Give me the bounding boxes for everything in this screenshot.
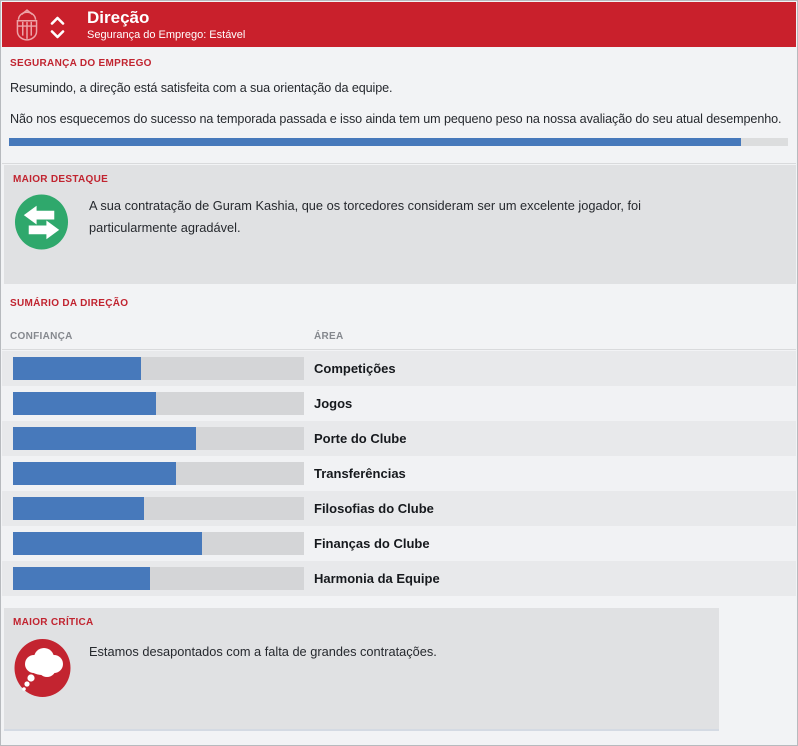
page-title: Direção bbox=[87, 8, 150, 27]
confidence-bar-track bbox=[13, 392, 304, 415]
job-security-status: Segurança do Emprego: Estável bbox=[87, 29, 246, 41]
transfer-arrows-icon bbox=[14, 194, 69, 250]
confidence-bar-track bbox=[13, 567, 304, 590]
criticism-heading: MAIOR CRÍTICA bbox=[13, 617, 94, 628]
confidence-bar-fill bbox=[13, 462, 176, 485]
highlight-panel: MAIOR DESTAQUE A sua contratação de Gura… bbox=[4, 165, 796, 284]
area-label: Jogos bbox=[314, 396, 353, 411]
job-security-detail-text: Não nos esquecemos do sucesso na tempora… bbox=[10, 112, 782, 126]
job-security-heading: SEGURANÇA DO EMPREGO bbox=[10, 58, 152, 69]
column-header-confidence: CONFIANÇA bbox=[10, 331, 73, 342]
confidence-bar-track bbox=[13, 357, 304, 380]
confidence-bar-track bbox=[13, 497, 304, 520]
highlight-heading: MAIOR DESTAQUE bbox=[13, 174, 109, 185]
highlight-text: A sua contratação de Guram Kashia, que o… bbox=[89, 198, 641, 235]
criticism-panel: MAIOR CRÍTICA Estamos desapontados com a… bbox=[4, 608, 719, 731]
column-header-divider bbox=[2, 349, 796, 350]
table-row-competitions[interactable]: Competições bbox=[2, 351, 796, 386]
confidence-bar-fill bbox=[13, 567, 150, 590]
area-label: Finanças do Clube bbox=[314, 536, 430, 551]
confidence-bar-fill bbox=[13, 392, 156, 415]
confidence-table: Competições Jogos Porte do Clube Transfe… bbox=[2, 351, 796, 596]
column-header-area: ÁREA bbox=[314, 331, 344, 342]
table-row-squad-harmony[interactable]: Harmonia da Equipe bbox=[2, 561, 796, 596]
chevron-down-icon[interactable] bbox=[50, 27, 65, 39]
area-label: Harmonia da Equipe bbox=[314, 571, 440, 586]
section-navigator bbox=[50, 13, 65, 39]
confidence-bar-fill bbox=[13, 357, 142, 380]
confidence-bar-track bbox=[13, 462, 304, 485]
confidence-bar-fill bbox=[13, 532, 203, 555]
job-security-section: SEGURANÇA DO EMPREGO Resumindo, a direçã… bbox=[2, 47, 796, 164]
club-crest-icon bbox=[16, 8, 38, 41]
confidence-bar-fill bbox=[13, 497, 144, 520]
thought-bubble-icon bbox=[14, 639, 71, 697]
area-label: Porte do Clube bbox=[314, 431, 407, 446]
area-label: Transferências bbox=[314, 466, 406, 481]
header-titles: Direção Segurança do Emprego: Estável bbox=[87, 8, 245, 41]
job-security-progress-track bbox=[9, 138, 788, 146]
table-row-matches[interactable]: Jogos bbox=[2, 386, 796, 421]
table-row-club-stature[interactable]: Porte do Clube bbox=[2, 421, 796, 456]
job-security-summary-text: Resumindo, a direção está satisfeita com… bbox=[10, 81, 393, 95]
confidence-bar-track bbox=[13, 532, 304, 555]
area-label: Competições bbox=[314, 361, 396, 376]
table-row-club-philosophies[interactable]: Filosofias do Clube bbox=[2, 491, 796, 526]
confidence-bar-fill bbox=[13, 427, 197, 450]
criticism-text: Estamos desapontados com a falta de gran… bbox=[89, 644, 437, 659]
summary-heading: SUMÁRIO DA DIREÇÃO bbox=[10, 298, 129, 309]
job-security-progress-fill bbox=[9, 138, 742, 146]
area-label: Filosofias do Clube bbox=[314, 501, 434, 516]
table-row-transfers[interactable]: Transferências bbox=[2, 456, 796, 491]
table-row-club-finances[interactable]: Finanças do Clube bbox=[2, 526, 796, 561]
confidence-bar-track bbox=[13, 427, 304, 450]
page-header: Direção Segurança do Emprego: Estável bbox=[2, 2, 796, 47]
chevron-up-icon[interactable] bbox=[50, 13, 65, 25]
